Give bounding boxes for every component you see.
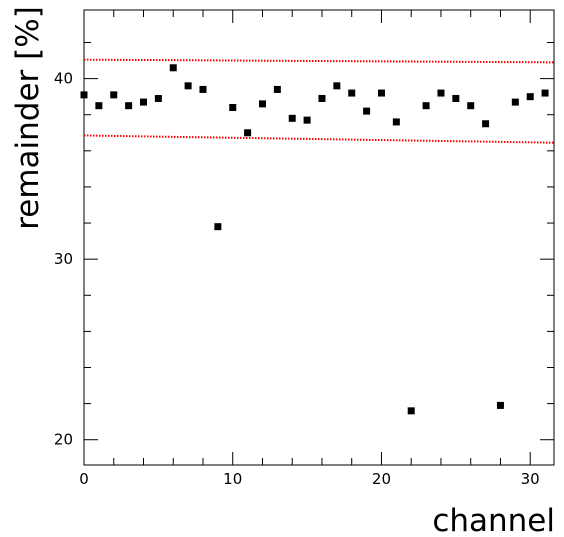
data-point [437, 89, 445, 97]
data-point [184, 82, 192, 90]
x-tick-label: 20 [372, 470, 391, 488]
y-tick-label: 40 [54, 70, 73, 88]
data-point [199, 85, 207, 93]
axis-ticks [83, 10, 554, 465]
data-point [318, 94, 326, 102]
data-points [80, 64, 549, 415]
data-point [303, 116, 311, 124]
reference-bands [83, 58, 555, 144]
x-tick-label: 0 [79, 470, 89, 488]
data-point [422, 102, 430, 110]
data-point [333, 82, 341, 90]
data-point [541, 89, 549, 97]
data-point [407, 407, 415, 415]
data-point [169, 64, 177, 72]
data-point [377, 89, 385, 97]
x-tick-label: 10 [223, 470, 242, 488]
x-axis-title: channel [432, 503, 555, 537]
y-tick-label: 30 [54, 250, 73, 268]
data-point [80, 91, 88, 99]
data-point [392, 118, 400, 126]
y-axis-title: remainder [%] [10, 6, 46, 230]
upper-band-line [83, 58, 555, 64]
data-point [288, 114, 296, 122]
data-point [452, 94, 460, 102]
data-point [214, 223, 222, 231]
tick-labels: 0 10 20 30 20 30 40 [54, 70, 540, 488]
data-point [258, 100, 266, 108]
data-point [95, 102, 103, 110]
data-point [273, 85, 281, 93]
data-point [526, 93, 534, 101]
data-point [482, 120, 490, 128]
plot-frame [83, 9, 555, 466]
data-point [110, 91, 118, 99]
data-point [244, 129, 252, 137]
data-point [348, 89, 356, 97]
lower-band-line [83, 134, 555, 144]
x-tick-label: 30 [521, 470, 540, 488]
data-point [363, 107, 371, 115]
data-point [154, 94, 162, 102]
y-tick-label: 20 [54, 431, 73, 449]
data-point [511, 98, 519, 106]
data-point [496, 401, 504, 409]
data-point [467, 102, 475, 110]
data-point [125, 102, 133, 110]
data-point [139, 98, 147, 106]
data-point [229, 104, 237, 111]
